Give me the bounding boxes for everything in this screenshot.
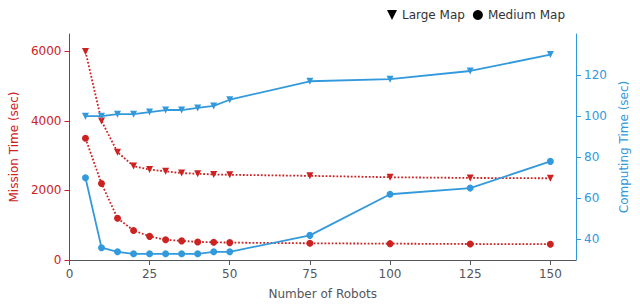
svg-text:120: 120 — [584, 68, 607, 82]
svg-text:125: 125 — [459, 267, 482, 281]
svg-text:4000: 4000 — [31, 114, 62, 128]
svg-text:100: 100 — [379, 267, 402, 281]
svg-text:60: 60 — [584, 191, 599, 205]
svg-text:80: 80 — [584, 150, 599, 164]
svg-text:0: 0 — [66, 267, 74, 281]
svg-text:0: 0 — [54, 253, 62, 267]
svg-text:Number of Robots: Number of Robots — [268, 287, 376, 301]
svg-text:25: 25 — [142, 267, 157, 281]
svg-text:40: 40 — [584, 232, 599, 246]
svg-text:2000: 2000 — [31, 183, 62, 197]
svg-text:150: 150 — [539, 267, 562, 281]
svg-text:Mission Time (sec): Mission Time (sec) — [7, 91, 21, 202]
svg-text:Medium Map: Medium Map — [488, 8, 565, 22]
svg-text:75: 75 — [302, 267, 317, 281]
svg-text:50: 50 — [222, 267, 237, 281]
svg-text:100: 100 — [584, 109, 607, 123]
svg-text:6000: 6000 — [31, 44, 62, 58]
svg-text:Large Map: Large Map — [402, 8, 465, 22]
svg-text:Computing Time (sec): Computing Time (sec) — [617, 81, 631, 214]
